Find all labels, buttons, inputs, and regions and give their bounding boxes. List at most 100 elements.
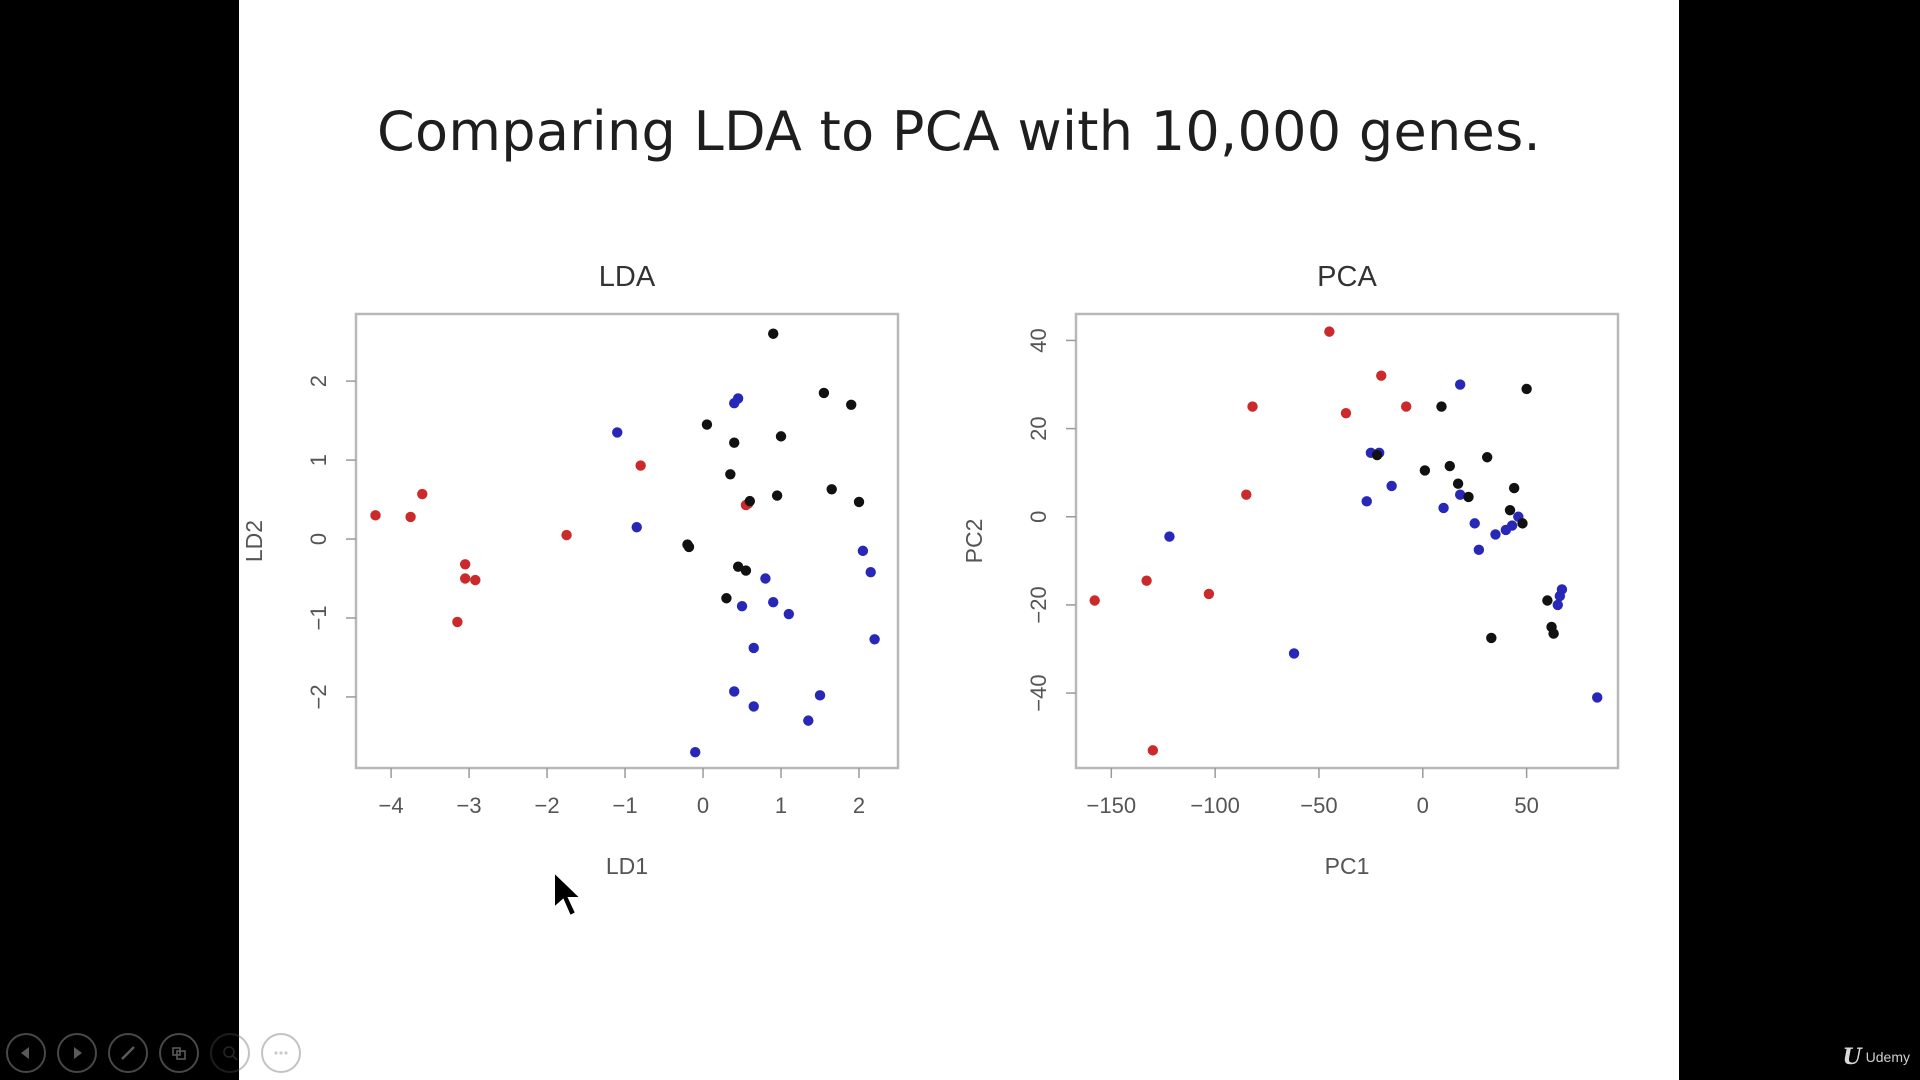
x-tick-label: −1 xyxy=(613,793,638,818)
pca-plot: PCA −150 −100 −50 0 50 −40 −20 0 20 40 PC1 PC2 xyxy=(961,261,1620,879)
data-point-blue xyxy=(1473,544,1485,556)
data-point-black xyxy=(1371,449,1383,461)
data-point-blue xyxy=(748,642,759,654)
data-point-black xyxy=(732,561,744,572)
data-point-black xyxy=(701,419,713,430)
data-point-black xyxy=(1508,482,1520,494)
data-point-blue xyxy=(1386,480,1397,492)
x-tick-label: 2 xyxy=(853,793,865,818)
y-tick-label: 0 xyxy=(1026,511,1051,523)
data-point-blue xyxy=(631,521,642,533)
data-point-blue xyxy=(768,596,779,608)
data-point-blue xyxy=(814,690,826,701)
data-point-black xyxy=(683,541,695,553)
data-point-blue xyxy=(1506,520,1518,531)
data-point-black xyxy=(1481,452,1493,463)
data-point-red xyxy=(1376,370,1387,381)
previous-icon xyxy=(21,1047,29,1059)
data-point-blue xyxy=(1454,379,1466,390)
next-button[interactable] xyxy=(57,1033,97,1073)
x-tick-label: −100 xyxy=(1190,793,1240,818)
data-point-red xyxy=(1147,745,1159,756)
data-point-blue xyxy=(1164,531,1175,542)
data-point-red xyxy=(1340,407,1352,419)
x-tick-label: 0 xyxy=(697,793,709,818)
pen-icon xyxy=(121,1046,135,1060)
data-point-black xyxy=(1436,401,1447,412)
data-point-blue xyxy=(732,393,744,404)
y-tick-label: 1 xyxy=(306,454,331,466)
data-point-red xyxy=(417,488,428,500)
data-point-red xyxy=(470,574,481,586)
data-point-blue xyxy=(690,747,701,758)
y-tick-label: 20 xyxy=(1026,416,1051,440)
data-point-black xyxy=(1504,504,1516,516)
data-point-black xyxy=(771,490,783,501)
zoom-icon xyxy=(223,1046,238,1061)
data-point-black xyxy=(740,565,752,576)
data-point-black xyxy=(725,469,736,480)
data-point-black xyxy=(846,399,857,410)
x-tick-label: 50 xyxy=(1514,793,1538,818)
more-options-button[interactable] xyxy=(261,1033,301,1073)
data-point-red xyxy=(1089,595,1100,606)
data-point-black xyxy=(1486,632,1497,644)
x-tick-label: −150 xyxy=(1087,793,1137,818)
data-point-red xyxy=(635,460,646,471)
data-point-red xyxy=(459,573,471,584)
data-point-black xyxy=(1452,478,1464,489)
data-point-red xyxy=(1141,575,1152,586)
y-tick-label: −2 xyxy=(306,684,331,709)
zoom-button[interactable] xyxy=(210,1033,250,1073)
y-axis-label: PC2 xyxy=(961,519,987,564)
data-point-blue xyxy=(857,545,869,557)
data-point-black xyxy=(853,496,865,508)
mouse-cursor-icon xyxy=(553,870,584,918)
data-point-red xyxy=(1241,489,1252,500)
x-tick-label: −3 xyxy=(457,793,482,818)
y-axis-label: LD2 xyxy=(241,520,267,562)
data-point-black xyxy=(1463,491,1474,503)
data-point-red xyxy=(1247,401,1258,412)
data-point-red xyxy=(452,616,463,628)
data-point-blue xyxy=(612,427,623,438)
data-point-blue xyxy=(1361,496,1372,507)
previous-button[interactable] xyxy=(6,1033,46,1073)
data-point-blue xyxy=(729,686,740,697)
lda-chart: LDA −4 −3 −2 −1 0 1 2 −2 −1 0 1 2 LD1 LD2 PCA −150 −100 −5… xyxy=(241,261,1620,879)
x-axis-label: LD1 xyxy=(606,853,648,879)
data-point-blue xyxy=(1469,518,1480,529)
data-point-blue xyxy=(869,634,880,645)
x-tick-label: −4 xyxy=(379,793,404,818)
x-axis-label: PC1 xyxy=(1325,853,1370,879)
see-all-slides-button[interactable] xyxy=(159,1033,199,1073)
plot-frame xyxy=(1074,312,1620,770)
data-point-black xyxy=(1419,465,1431,476)
data-point-red xyxy=(1324,326,1335,337)
next-icon xyxy=(74,1047,82,1059)
x-tick-label: 1 xyxy=(775,793,787,818)
data-point-blue xyxy=(1288,648,1300,659)
data-point-blue xyxy=(760,573,771,584)
data-point-blue xyxy=(1438,502,1449,514)
data-point-black xyxy=(721,593,732,604)
slides-icon xyxy=(172,1047,186,1060)
data-point-red xyxy=(1400,401,1412,412)
y-tick-label: 0 xyxy=(306,533,331,545)
y-tick-label: −20 xyxy=(1026,586,1051,623)
udemy-label: Udemy xyxy=(1865,1049,1910,1065)
data-point-black xyxy=(744,495,756,507)
lda-plot: LDA −4 −3 −2 −1 0 1 2 −2 −1 0 1 2 LD1 LD2 xyxy=(241,261,900,879)
pen-button[interactable] xyxy=(108,1033,148,1073)
y-tick-label: −40 xyxy=(1026,674,1051,711)
data-point-black xyxy=(1444,460,1455,472)
data-point-red xyxy=(405,511,416,523)
y-tick-label: −1 xyxy=(306,605,331,630)
data-point-blue xyxy=(783,608,795,620)
data-point-red xyxy=(561,529,572,541)
udemy-logo: U Udemy xyxy=(1842,1044,1910,1070)
data-point-red xyxy=(370,510,381,521)
data-point-black xyxy=(1542,595,1553,606)
data-point-blue xyxy=(1454,489,1466,500)
